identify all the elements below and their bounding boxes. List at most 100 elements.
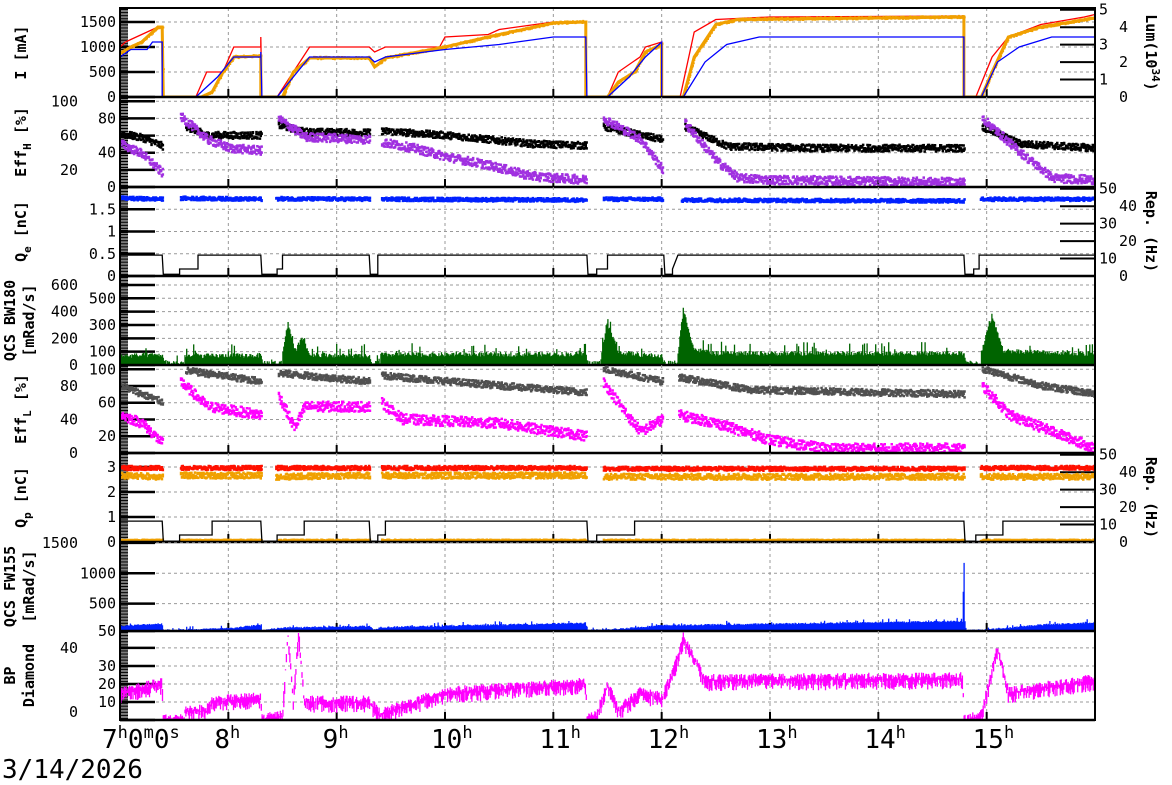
y-tick-label: 0: [107, 267, 116, 285]
x-tick-hour: 13: [756, 725, 787, 755]
y-axis-label-unit: [nC]: [12, 201, 30, 246]
y-tick-label: 500: [89, 289, 116, 307]
x-tick-hour: 8: [214, 725, 230, 755]
y-axis-label: Qe [nC]: [12, 201, 34, 262]
y-tick-label: 20: [98, 675, 116, 693]
x-tick-unit: h: [462, 723, 472, 743]
right-tick-label: 30: [1099, 215, 1117, 233]
x-tick-unit: h: [118, 723, 128, 743]
y-tick-label: 40: [60, 410, 78, 428]
y-tick-label: 0: [107, 533, 116, 551]
right-tick-label: 5: [1099, 1, 1108, 19]
x-tick-unit: h: [896, 723, 906, 743]
y-tick-label: 80: [98, 109, 116, 127]
y-tick-label: 10: [98, 693, 116, 711]
y-tick-label: 1500: [80, 13, 116, 31]
date-label: 3/14/2026: [2, 755, 143, 785]
y-tick-label: 60: [60, 127, 78, 145]
x-tick-hour: 7: [102, 725, 118, 755]
series-effl-magenta: [120, 377, 1095, 453]
y-axis-label-main: Eff: [12, 417, 30, 444]
right-axis-label: Rep. (Hz): [1142, 191, 1160, 272]
y-axis-label: EffL [%]: [12, 374, 34, 444]
y-tick-label: 0: [69, 703, 78, 721]
y-axis-label-unit: [nC]: [12, 467, 30, 512]
series-group: [120, 307, 1095, 365]
y-axis-label-main: Eff: [12, 150, 30, 177]
right-tick-label: 40: [1119, 197, 1137, 215]
x-tick-label-8: 8h: [214, 723, 240, 755]
y-tick-label: 1500: [42, 534, 78, 552]
right-axis-label: Lum(1034): [1142, 14, 1162, 90]
y-axis-label-main: Q: [12, 519, 30, 528]
right-tick-label: 50: [1099, 446, 1117, 464]
y-tick-label: 100: [89, 343, 116, 361]
series-group: [120, 13, 1095, 97]
y-axis-label: QCS BW180: [1, 280, 19, 361]
y-tick-label: 1: [107, 223, 116, 241]
y-tick-label: 1: [107, 508, 116, 526]
series-group: [120, 112, 1095, 187]
x-tick-label-10: 10h: [431, 723, 473, 755]
y-axis-label-main: Q: [12, 253, 30, 262]
right-tick-label: 50: [1099, 180, 1117, 198]
right-axis-label-main: Rep. (Hz): [1142, 457, 1160, 538]
y-axis-label-unit: [%]: [12, 107, 30, 143]
x-tick-hour: 10: [431, 725, 462, 755]
series-e-rep-rate: [120, 254, 1095, 275]
right-axis-label-close: ): [1142, 82, 1160, 91]
y-axis-label: QCS FW155: [1, 546, 19, 627]
x-tick-label-7: 7h0m0s: [102, 723, 180, 755]
y-tick-label: 80: [60, 377, 78, 395]
y-tick-label: 20: [60, 161, 78, 179]
series-group: [120, 365, 1095, 453]
series-effl-gray: [120, 365, 1095, 406]
y-tick-label: 100: [51, 92, 78, 110]
right-axis-label-main: Lum(10: [1142, 14, 1160, 68]
series-qe: [120, 195, 1095, 204]
y-axis-label-sub: e: [21, 246, 34, 253]
y-axis-label-sub: H: [21, 143, 34, 150]
y-axis-label: Qp [nC]: [12, 467, 34, 528]
series-luminosity: [120, 15, 1095, 97]
series-p-rep-rate: [120, 520, 1095, 542]
right-tick-label: 20: [1119, 498, 1137, 516]
y-tick-label: 20: [98, 427, 116, 445]
x-tick-unit: h: [787, 723, 797, 743]
right-tick-label: 40: [1119, 463, 1137, 481]
x-tick-label-12: 12h: [648, 723, 690, 755]
series-luminosity-points: [120, 14, 1095, 97]
right-tick-label: 0: [1119, 267, 1128, 285]
x-tick-label-9: 9h: [323, 723, 349, 755]
y-tick-label: 0: [69, 356, 78, 374]
x-tick-unit: m: [144, 723, 154, 743]
x-tick-unit: s: [169, 723, 179, 743]
y-axis-label: EffH [%]: [12, 107, 34, 177]
x-tick-value: 0: [128, 725, 144, 755]
y-tick-label: 200: [51, 329, 78, 347]
series-ler-current: [120, 13, 1095, 97]
y-tick-label: 1000: [80, 38, 116, 56]
y-axis-label-sub: p: [21, 512, 34, 519]
series-group: [120, 464, 1095, 542]
x-tick-value: 0: [154, 725, 170, 755]
right-tick-label: 4: [1119, 18, 1128, 36]
y-tick-label: 50: [98, 622, 116, 640]
y-tick-label: 40: [60, 639, 78, 657]
y-axis-label-sub: L: [21, 410, 34, 417]
y-tick-label: 100: [89, 361, 116, 379]
series-qp-red: [120, 464, 1095, 472]
x-tick-label-15: 15h: [973, 723, 1015, 755]
panel-3: QCS BW180 [mRad/s] 600 500 400 300 200 100 0: [1, 276, 1095, 374]
x-tick-unit: h: [338, 723, 348, 743]
series-group: [120, 195, 1095, 275]
y-tick-label: 40: [98, 144, 116, 162]
y-tick-label: 30: [98, 657, 116, 675]
y-axis-label-main: I [mA]: [12, 25, 30, 79]
y-axis-label-2: Diamond: [20, 644, 38, 707]
y-tick-label: 0: [107, 178, 116, 196]
